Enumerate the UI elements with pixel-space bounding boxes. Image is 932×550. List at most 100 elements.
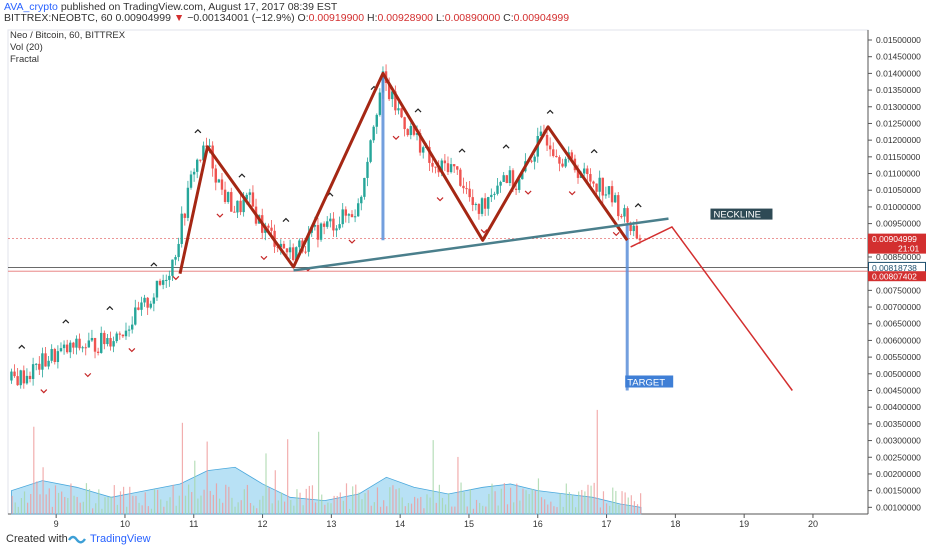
candle-body [363, 177, 366, 197]
volume-bar [256, 508, 258, 514]
candle-body [462, 185, 465, 189]
candle-body [431, 162, 434, 167]
y-tick-label: 0.00550000 [876, 352, 921, 362]
candle-body [109, 338, 112, 347]
volume-bar [119, 491, 122, 514]
candle-body [589, 174, 592, 182]
candle-body [130, 324, 134, 330]
volume-bar [181, 422, 184, 514]
volume-bar [228, 486, 230, 514]
price-tag-value: 0.00904999 [872, 234, 917, 244]
volume-bar [30, 494, 32, 514]
volume-bar [345, 483, 348, 514]
volume-bar [147, 506, 149, 514]
candle-body [456, 166, 459, 170]
candle-body [487, 197, 490, 209]
volume-bar [547, 504, 549, 514]
author-link[interactable]: AVA_crypto [4, 1, 58, 13]
fractal-up-marker [458, 148, 466, 153]
volume-bar [581, 489, 583, 514]
ohlc-close-value: 0.00904999 [513, 12, 570, 24]
candle-body [121, 334, 125, 337]
volume-bar [599, 507, 601, 514]
fractal-up-marker [282, 217, 290, 223]
candle-body [332, 218, 335, 231]
volume-bar [61, 491, 63, 514]
volume-bar [218, 498, 221, 514]
candle-body [211, 145, 214, 169]
x-tick-label: 17 [602, 519, 612, 528]
candle-body [90, 337, 94, 341]
tradingview-brand-link[interactable]: TradingView [90, 533, 151, 545]
volume-bar [426, 494, 428, 514]
volume-bar [265, 453, 267, 514]
candle-body [53, 348, 56, 363]
candle-body [434, 166, 437, 168]
candle-body [499, 181, 502, 186]
volume-bar [79, 502, 81, 514]
volume-bar [540, 497, 543, 514]
volume-bar [290, 500, 292, 514]
fractal-up-marker [590, 148, 598, 154]
volume-bar [197, 498, 199, 514]
chart-header: AVA_crypto published on TradingView.com,… [0, 0, 932, 24]
price-tag-countdown: 21:01 [898, 244, 920, 254]
candle-body [155, 280, 159, 298]
legend-volume: Vol (20) [10, 42, 43, 53]
x-tick-label: 15 [464, 519, 474, 528]
volume-bar [417, 498, 419, 514]
volume-bar [116, 504, 118, 514]
volume-bar [432, 440, 434, 514]
volume-bar [144, 492, 146, 514]
volume-bar [296, 489, 298, 514]
volume-bar [609, 505, 611, 514]
candle-body [335, 228, 338, 231]
price-chart[interactable]: 0.01500000 0.01450000 0.01400000 0.01350000… [0, 24, 932, 528]
candle-body [143, 297, 146, 303]
candle-body [465, 188, 468, 190]
volume-bar [215, 483, 218, 514]
volume-bar [318, 431, 320, 514]
fractal-up-marker [238, 173, 246, 178]
volume-bar [562, 506, 564, 514]
fractal-up-marker [502, 144, 510, 149]
candle-body [583, 168, 586, 174]
volume-bar [460, 482, 462, 514]
volume-bar [259, 499, 261, 514]
volume-bar [482, 505, 484, 514]
legend-fractal: Fractal [10, 54, 40, 65]
candle-body [31, 364, 35, 379]
candle-body [552, 149, 555, 156]
fractal-down-marker [84, 372, 92, 378]
y-tick-label: 0.00350000 [876, 419, 921, 429]
volume-bar [98, 489, 100, 514]
x-tick-label: 19 [739, 519, 749, 528]
candle-body [471, 197, 474, 206]
candle-body [623, 208, 626, 217]
volume-bar [333, 495, 335, 514]
candle-body [493, 193, 496, 195]
volume-bar [23, 491, 26, 514]
volume-bar [110, 496, 112, 514]
volume-bar [503, 483, 505, 514]
volume-bar [438, 484, 440, 514]
candle-body [146, 297, 149, 308]
candle-body [152, 297, 156, 304]
candle-body [174, 257, 177, 260]
candle-body [168, 275, 171, 280]
volume-bar [308, 485, 310, 514]
candle-body [505, 175, 508, 184]
candle-body [41, 353, 44, 370]
y-tick-label: 0.00100000 [876, 502, 921, 512]
candle-body [626, 208, 629, 223]
plot-area [7, 29, 869, 515]
candle-body [418, 133, 422, 153]
ohlc-low-value: 0.00890000 [444, 12, 501, 24]
volume-bar [293, 505, 295, 514]
price-tag-box [868, 271, 926, 282]
x-tick-label: 9 [54, 519, 59, 528]
candle-body [106, 338, 109, 345]
volume-bar [404, 506, 406, 514]
volume-bar [240, 500, 242, 514]
volume-bar [448, 493, 450, 514]
